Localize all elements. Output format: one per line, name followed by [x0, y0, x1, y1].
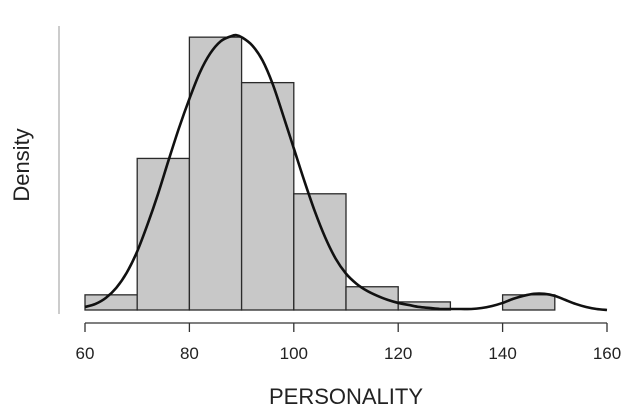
- x-axis-title: PERSONALITY: [269, 384, 423, 409]
- density-curve: [84, 33, 608, 312]
- x-tick-label: 60: [76, 344, 95, 363]
- x-tick-label: 120: [384, 344, 412, 363]
- x-tick-label: 80: [180, 344, 199, 363]
- histogram-bar-60-70: [84, 294, 138, 311]
- x-tick-label: 160: [593, 344, 621, 363]
- y-axis-title: Density: [9, 128, 34, 201]
- histogram-bars: [84, 36, 556, 311]
- histogram-bar-90-100: [240, 81, 295, 311]
- histogram-bar-100-110: [293, 193, 347, 311]
- histogram-bar-120-130: [397, 301, 452, 311]
- x-axis: 60 80 100 120 140 160: [76, 322, 621, 363]
- x-tick-label: 140: [488, 344, 516, 363]
- histogram-bar-110-120: [345, 286, 399, 311]
- histogram-bar-140-150: [501, 294, 556, 311]
- histogram-bar-80-90: [188, 36, 243, 311]
- histogram-bar-70-80: [136, 157, 191, 311]
- x-tick-label: 100: [280, 344, 308, 363]
